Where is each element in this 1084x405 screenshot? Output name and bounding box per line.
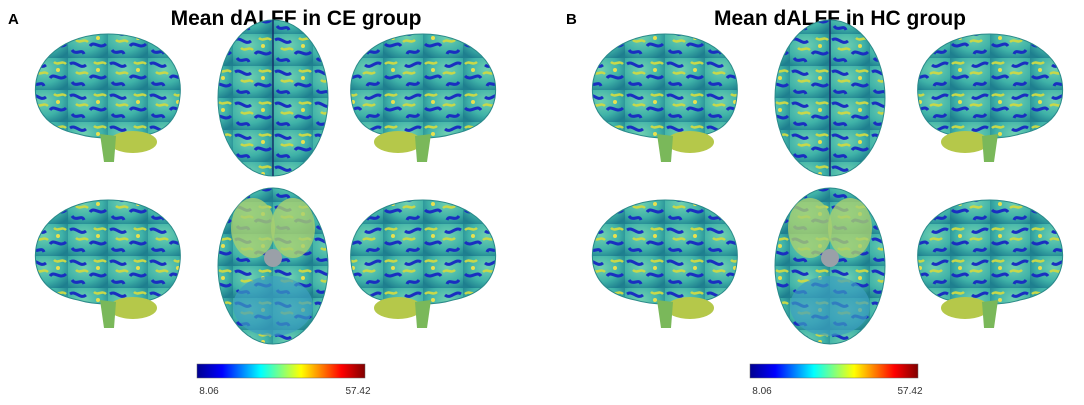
colorbar <box>196 363 366 379</box>
brain-right-medial <box>917 199 1064 329</box>
colorbar-min: 8.06 <box>199 386 219 397</box>
panel-title: Mean dALFF in CE group <box>171 7 422 30</box>
brain-ventral <box>217 187 329 345</box>
panel-a: A Mean dALFF in CE group 8.06 57.42 <box>8 7 497 397</box>
brain-dorsal <box>217 19 329 177</box>
brain-left-medial <box>34 199 181 329</box>
panel-label: B <box>566 11 577 28</box>
brain-left-medial <box>591 199 738 329</box>
brain-right-medial <box>350 199 497 329</box>
panel-label: A <box>8 11 19 28</box>
brain-right-lateral <box>917 33 1064 163</box>
panel-b: B Mean dALFF in HC group 8.06 57.42 <box>566 7 1064 397</box>
colorbar-min: 8.06 <box>752 386 772 397</box>
panel-title: Mean dALFF in HC group <box>714 7 966 30</box>
brain-dorsal <box>774 19 886 177</box>
colorbar <box>749 363 919 379</box>
brain-ventral <box>774 187 886 345</box>
brain-left-lateral <box>34 33 181 163</box>
brain-left-lateral <box>591 33 738 163</box>
colorbar-max: 57.42 <box>345 386 370 397</box>
colorbar-max: 57.42 <box>897 386 922 397</box>
brain-right-lateral <box>350 33 497 163</box>
